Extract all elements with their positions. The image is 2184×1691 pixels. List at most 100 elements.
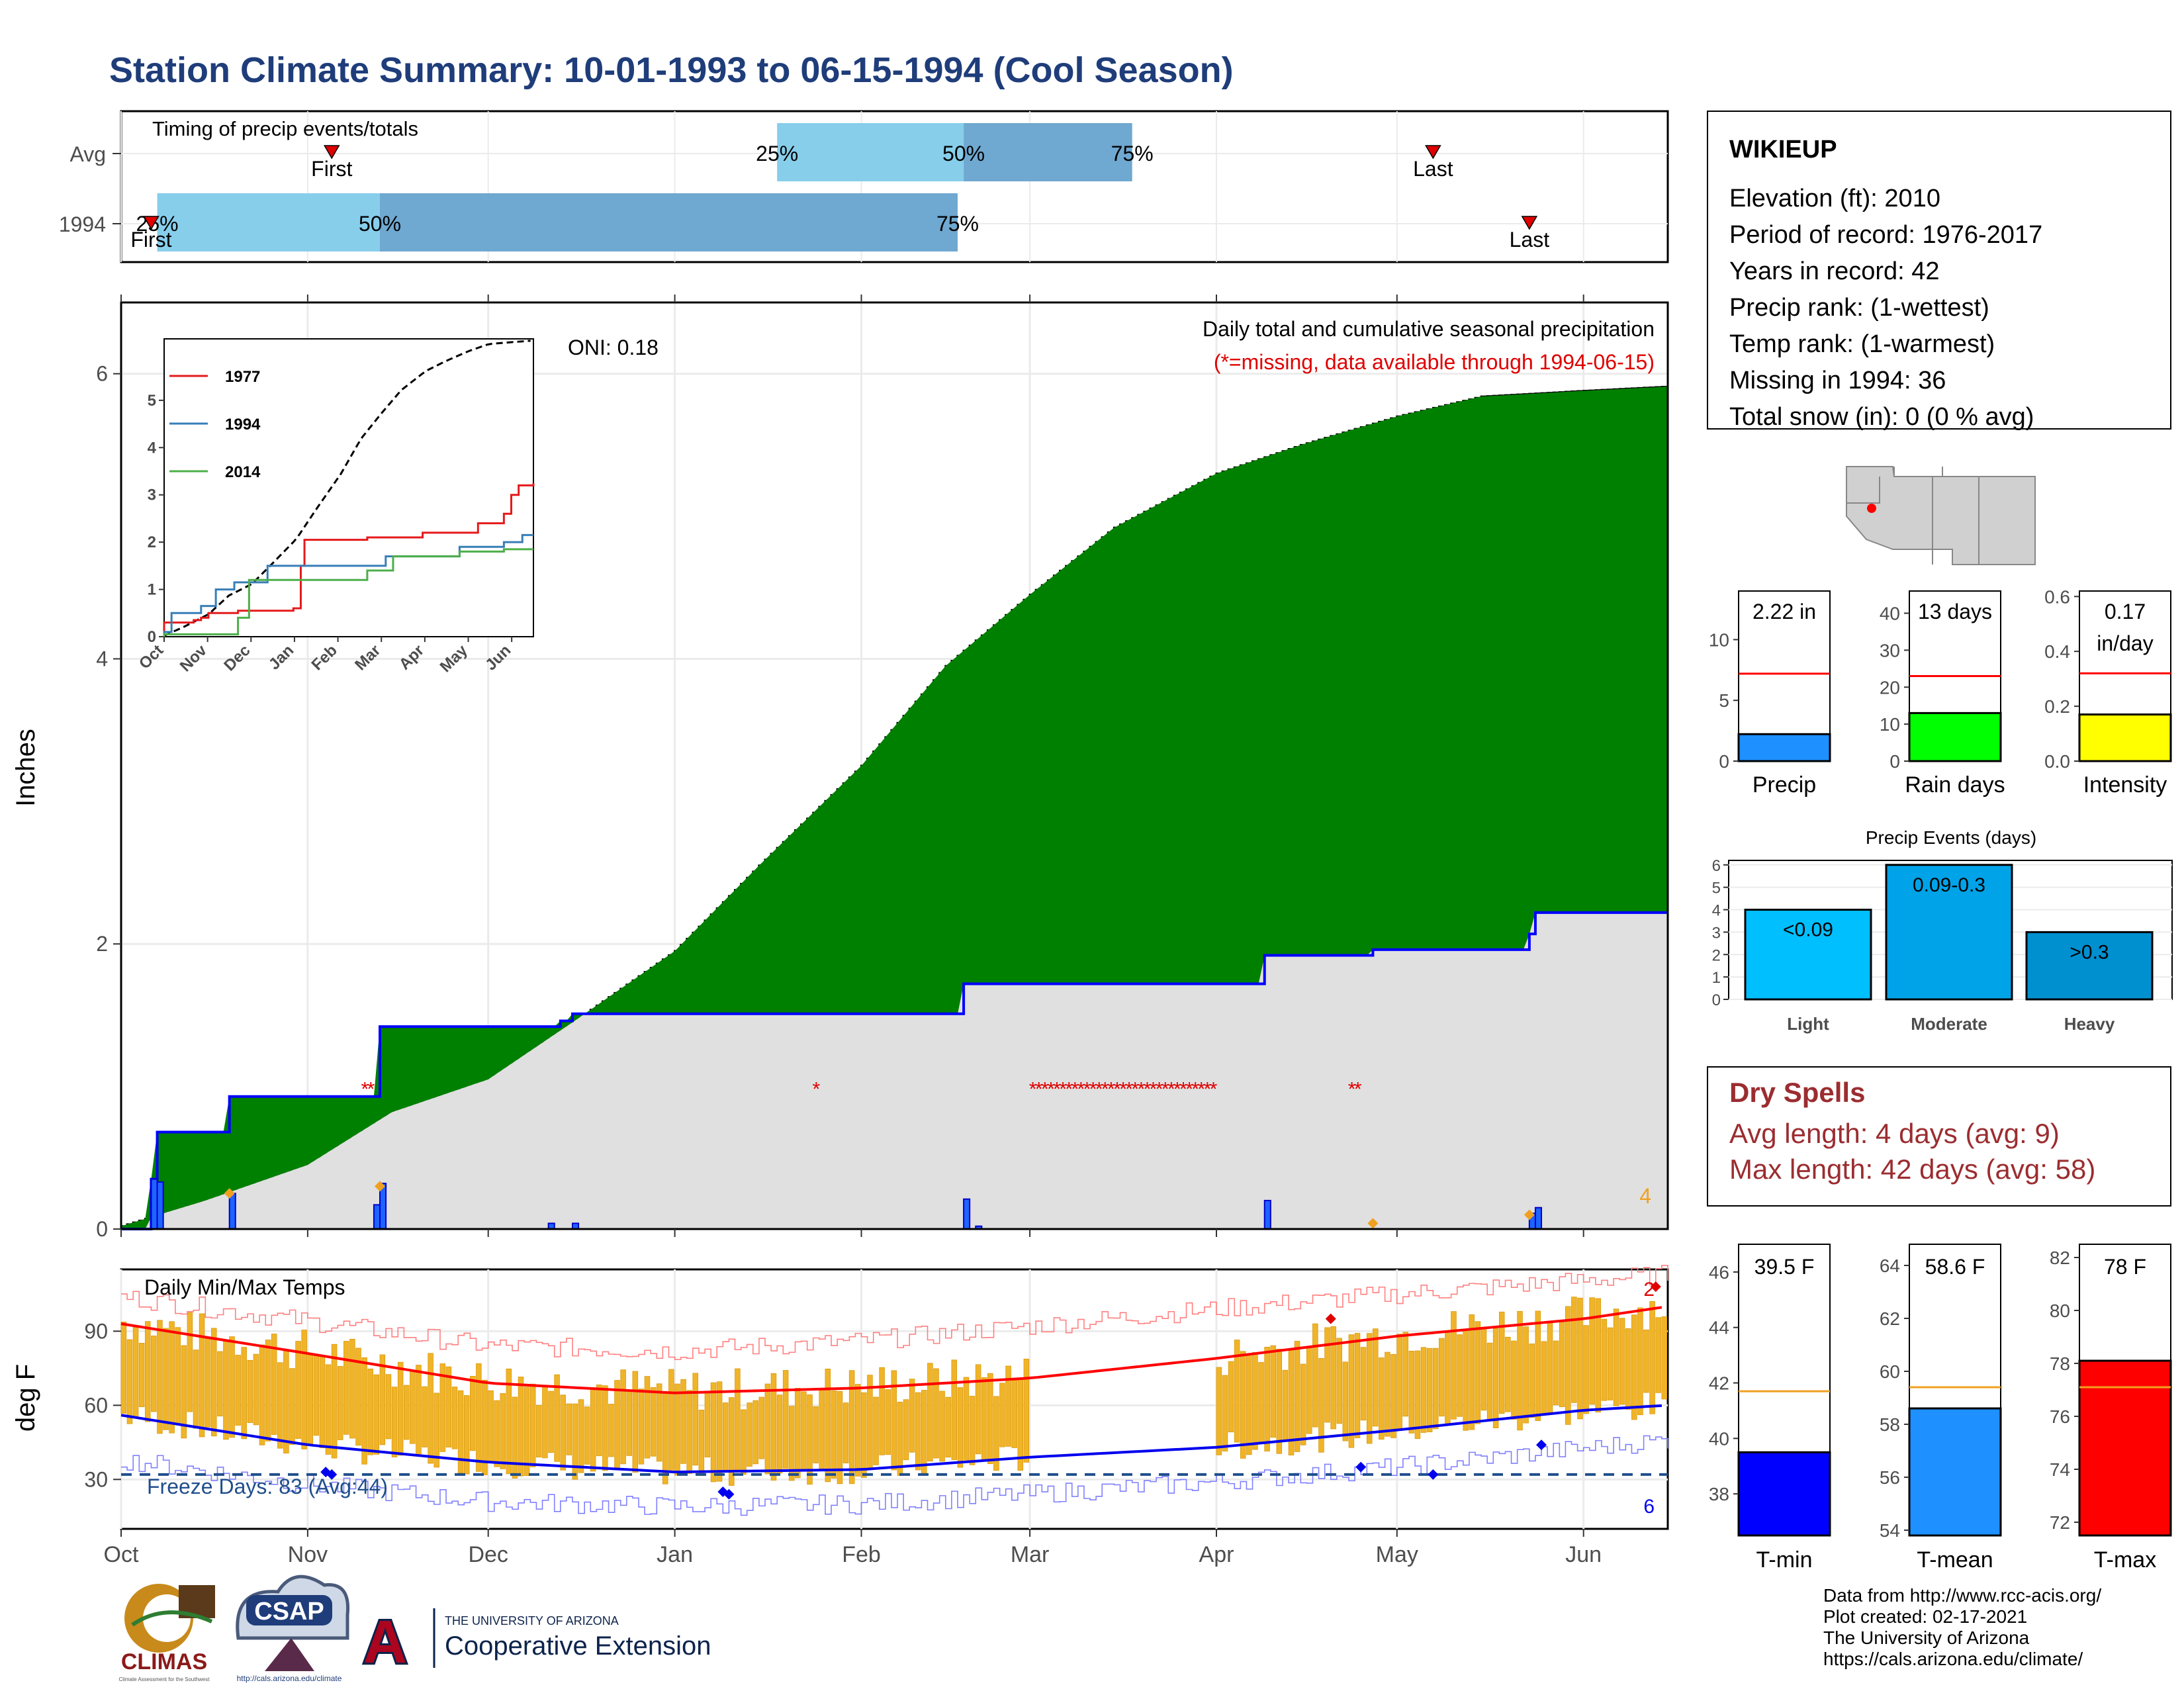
corner-count: 4 [1639, 1184, 1651, 1208]
daily-temp-range-bar [566, 1403, 572, 1455]
missing-day-marker: * [1210, 1079, 1218, 1101]
footer-created: Plot created: 02-17-2021 [1823, 1606, 2027, 1627]
avg-last-marker-icon [1425, 145, 1441, 160]
daily-temp-range-bar [1234, 1340, 1240, 1443]
daily-temp-range-bar [1246, 1353, 1252, 1455]
daily-temp-range-bar [548, 1391, 554, 1453]
daily-temp-range-bar [410, 1369, 416, 1444]
daily-temp-range-bar [1228, 1361, 1234, 1433]
daily-temp-range-bar [355, 1348, 361, 1446]
xtick-label: May [1376, 1542, 1418, 1567]
inset-ytick-label: 3 [148, 486, 156, 504]
daily-temp-range-bar [1595, 1298, 1602, 1412]
station-years: Years in record: 42 [1729, 257, 1940, 285]
daily-temp-range-bar [1577, 1297, 1583, 1420]
timing-row-1994: 1994 [59, 212, 106, 236]
daily-temp-range-bar [1535, 1310, 1541, 1421]
inset-ytick-label: 1 [148, 581, 156, 599]
daily-temp-range-bar [801, 1391, 807, 1471]
daily-temp-range-bar [343, 1341, 349, 1435]
daily-temp-range-bar [523, 1387, 530, 1477]
daily-temp-range-bar [1571, 1297, 1577, 1403]
daily-temp-range-bar [975, 1364, 981, 1455]
daily-temp-range-bar [385, 1374, 392, 1440]
daily-temp-range-bar [999, 1383, 1005, 1447]
daily-temp-range-bar [175, 1327, 181, 1425]
daily-temp-range-bar [403, 1385, 410, 1440]
1994-cumulative-precip-line [121, 911, 1668, 1230]
daily-temp-range-bar [1426, 1348, 1433, 1432]
missing-day-marker: * [1197, 1079, 1205, 1101]
precip-panel: ** * ******************************* ** Dai… [11, 295, 1669, 1241]
missing-note: (*=missing, data available through 1994-… [1214, 350, 1655, 374]
record-low-diamond-icon [1355, 1461, 1367, 1473]
temp-summary-tick-label: 74 [2050, 1459, 2070, 1480]
record-high-diamond-icon [1650, 1281, 1661, 1293]
precip-ytick-label: 6 [96, 362, 108, 386]
missing-day-marker: * [1083, 1079, 1091, 1101]
mini-chart-tick-label: 40 [1880, 604, 1900, 624]
mini-chart-tick-label: 0 [1889, 751, 1900, 772]
daily-temp-range-bar [764, 1383, 771, 1475]
daily-temp-range-bar [247, 1359, 253, 1423]
daily-temp-range-bar [313, 1354, 320, 1436]
heavy-event-diamond-icon [224, 1188, 235, 1199]
daily-temp-range-bar [788, 1406, 795, 1481]
daily-temp-range-bar [1649, 1301, 1655, 1414]
inset-line-1994 [163, 533, 533, 637]
daily-temp-range-bar [223, 1340, 229, 1440]
daily-temp-range-bar [854, 1384, 861, 1477]
avg-timing-bar-25-50 [777, 123, 964, 181]
daily-temp-range-bar [470, 1375, 476, 1451]
daily-temp-range-bar [1318, 1357, 1324, 1453]
daily-temp-range-bar [1354, 1333, 1361, 1438]
missing-day-marker: * [1191, 1079, 1199, 1101]
1994-p25-label: 25% [136, 212, 179, 236]
daily-temp-range-bar [1252, 1352, 1258, 1450]
page-title: Station Climate Summary: 10-01-1993 to 0… [109, 50, 1234, 90]
mini-chart-tick-label: 0.4 [2044, 641, 2070, 662]
daily-temp-range-bar [891, 1370, 897, 1471]
daily-temp-range-bar [729, 1397, 735, 1486]
inset-legend-label: 1994 [225, 416, 261, 434]
daily-temp-range-bar [1294, 1341, 1300, 1452]
mini-chart-tick-label: 0.0 [2044, 751, 2070, 772]
missing-day-marker: * [1047, 1079, 1055, 1101]
daily-temp-range-bar [572, 1403, 578, 1480]
daily-temp-range-bar [722, 1402, 729, 1471]
record-high-diamond-icon [1325, 1313, 1336, 1324]
daily-temp-range-bar [1529, 1344, 1535, 1418]
daily-temp-range-bar [349, 1338, 355, 1439]
events-bar-label: 0.09-0.3 [1913, 874, 1985, 896]
daily-temp-range-bar [1541, 1341, 1547, 1416]
record-low-diamond-icon [1428, 1469, 1439, 1480]
events-tick-label: 5 [1712, 880, 1721, 897]
temp-summary-tick-label: 40 [1709, 1428, 1729, 1449]
events-tick-label: 3 [1712, 924, 1721, 942]
daily-temp-range-bar [1270, 1345, 1276, 1438]
daily-temp-range-bar [1445, 1330, 1451, 1425]
daily-temp-range-bar [614, 1380, 620, 1469]
ua-logo-letter: A [363, 1608, 407, 1676]
daily-temp-range-bar [909, 1379, 915, 1453]
temp-ytick-label: 30 [84, 1467, 108, 1491]
temp-count-low: 6 [1643, 1496, 1655, 1518]
inset-legend-label: 2014 [225, 463, 261, 481]
daily-temp-range-bar [1498, 1311, 1505, 1414]
daily-temp-range-bar [632, 1371, 639, 1473]
daily-temp-range-bar [813, 1406, 819, 1463]
mini-chart-value-bar [1908, 711, 2002, 762]
missing-day-marker: * [1035, 1079, 1043, 1101]
daily-precip-bar [963, 1198, 971, 1230]
daily-temp-range-bar [428, 1353, 433, 1464]
daily-temp-range-bar [542, 1385, 548, 1459]
daily-temp-range-bar [1276, 1349, 1283, 1454]
daily-temp-range-bar [1439, 1338, 1445, 1417]
daily-temp-range-bar [451, 1387, 458, 1449]
daily-temp-range-bar [482, 1379, 488, 1475]
daily-temp-range-bar [1469, 1314, 1475, 1430]
ua-cooperative-extension-logo: A THE UNIVERSITY OF ARIZONA Cooperative … [361, 1606, 711, 1678]
daily-temp-range-bar [1517, 1310, 1523, 1431]
missing-day-marker: * [361, 1079, 369, 1101]
